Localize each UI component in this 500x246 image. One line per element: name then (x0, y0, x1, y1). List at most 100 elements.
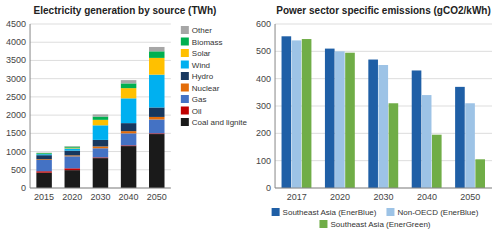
legend-label: Southeast Asia (EnerBlue) (283, 208, 377, 217)
bar-segment (149, 117, 164, 120)
bar-segment (65, 156, 80, 168)
legend-swatch (181, 118, 189, 126)
legend: Southeast Asia (EnerBlue) Non-OECD (EnerB… (272, 208, 479, 229)
y-tick-label: 400 (256, 74, 271, 84)
x-axis-line (30, 188, 171, 189)
bar (412, 70, 422, 188)
bar (475, 159, 485, 188)
legend-label: Solar (192, 49, 211, 58)
bars (282, 36, 485, 188)
bar (292, 40, 302, 188)
x-tick-label: 2017 (287, 192, 307, 202)
bar-segment (121, 123, 136, 131)
bar-segment (149, 75, 164, 108)
bar (389, 103, 399, 188)
y-tick-label: 200 (256, 128, 271, 138)
y-axis-line (30, 24, 31, 188)
x-tick-label: 2050 (460, 192, 480, 202)
bar-segment (65, 146, 80, 148)
bars (36, 47, 164, 188)
bar-segment (149, 107, 164, 116)
x-tick-label: 2015 (34, 192, 54, 202)
y-tick-label: 1000 (6, 147, 26, 157)
y-tick-label: 0 (21, 183, 26, 193)
bar-segment (121, 88, 136, 98)
x-tick-label: 2040 (417, 192, 437, 202)
x-tick-label: 2020 (62, 192, 82, 202)
bar-segment (36, 173, 51, 188)
legend-label: Non-OECD (EnerBlue) (397, 208, 478, 217)
bar-segment (93, 148, 108, 157)
bar-segment (65, 168, 80, 170)
x-axis: 20152020203020402050 (30, 188, 171, 202)
grid-line (30, 42, 171, 43)
bar-segment (121, 98, 136, 123)
grid-line (275, 188, 492, 189)
legend-swatch (181, 72, 189, 80)
bar-segment (149, 51, 164, 58)
y-axis-line (275, 24, 276, 188)
bar-segment (149, 58, 164, 75)
legend-swatch (272, 208, 280, 216)
bar (378, 65, 388, 188)
bar-segment (36, 153, 51, 154)
bar-segment (65, 170, 80, 188)
legend-swatch (319, 220, 327, 228)
bar-segment (65, 148, 80, 150)
y-tick-label: 2000 (6, 110, 26, 120)
bar-segment (121, 133, 136, 145)
legend-swatch (386, 208, 394, 216)
bar-segment (121, 131, 136, 133)
bar-segment (93, 120, 108, 125)
grid-line (275, 24, 492, 25)
y-tick-label: 4000 (6, 37, 26, 47)
y-tick-label: 4500 (6, 19, 26, 29)
legend-label: Wind (192, 61, 210, 70)
y-tick-label: 0 (266, 183, 271, 193)
x-tick-label: 2020 (330, 192, 350, 202)
chart-title: Electricity generation by source (TWh) (34, 5, 217, 16)
bar (335, 51, 345, 188)
y-axis: 0100200300400500600 (256, 19, 492, 193)
x-axis: 2017 2020 2030 2040 2050 (275, 188, 492, 202)
y-tick-label: 3500 (6, 55, 26, 65)
bar-segment (121, 80, 136, 83)
bar-segment (36, 153, 51, 155)
y-tick-label: 100 (256, 156, 271, 166)
bar (368, 60, 378, 188)
legend-label: Other (192, 26, 212, 35)
bar-segment (65, 147, 80, 148)
x-axis-line (275, 188, 492, 189)
bar (455, 87, 465, 188)
bar-segment (36, 154, 51, 155)
legend-label: Oil (192, 107, 202, 116)
legend-label: Biomass (192, 38, 223, 47)
x-tick-label: 2040 (119, 192, 139, 202)
x-tick-label: 2030 (374, 192, 394, 202)
legend-label: Gas (192, 95, 207, 104)
legend-swatch (181, 107, 189, 115)
y-tick-label: 3000 (6, 74, 26, 84)
grid-line (30, 24, 171, 25)
bar-segment (149, 119, 164, 133)
bar-segment (93, 158, 108, 188)
bar (282, 36, 292, 188)
legend-swatch (181, 84, 189, 92)
y-tick-label: 500 (11, 165, 26, 175)
bar-segment (149, 47, 164, 51)
legend-swatch (181, 61, 189, 69)
chart-1: Power sector specific emissions (gCO2/kW… (256, 5, 492, 229)
bar-segment (36, 160, 51, 171)
y-tick-label: 1500 (6, 128, 26, 138)
bar (422, 95, 432, 188)
y-tick-label: 300 (256, 101, 271, 111)
chart-title: Power sector specific emissions (gCO2/kW… (276, 5, 491, 16)
bar (432, 135, 442, 188)
bar-segment (93, 146, 108, 148)
bar-segment (149, 134, 164, 188)
bar-segment (93, 117, 108, 120)
legend-label: Southeast Asia (EnerGreen) (330, 220, 430, 229)
bar-segment (36, 152, 51, 153)
legend: OtherBiomassSolarWindHydroNuclearGasOilC… (181, 26, 248, 127)
x-tick-label: 2050 (147, 192, 167, 202)
